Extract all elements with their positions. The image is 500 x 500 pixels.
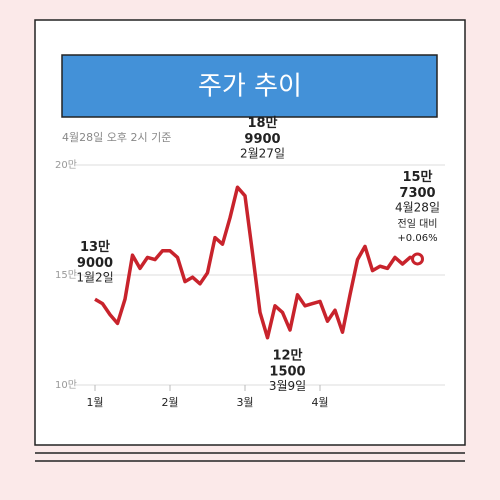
y-tick-label: 20만: [55, 159, 77, 171]
annotation: 전일 대비: [398, 218, 438, 230]
y-tick-label: 10만: [55, 379, 77, 391]
value-label: 15만 7300: [399, 168, 435, 200]
value-label: 13만 9000: [77, 239, 113, 271]
value-label: 12만 1500: [269, 347, 305, 379]
x-tick-label: 1월: [86, 396, 103, 409]
y-tick-label: 15만: [55, 269, 77, 281]
last-point: [411, 252, 424, 266]
point-date: 2월27일: [240, 147, 285, 161]
x-tick-label: 4월: [311, 396, 328, 409]
chart-title: 주가 추이: [198, 72, 302, 102]
annotation: +0.06%: [397, 233, 437, 244]
point-date: 3월9일: [269, 379, 306, 393]
x-tick-label: 3월: [236, 396, 253, 409]
price-line: [94, 185, 418, 340]
title-box: [61, 54, 438, 118]
point-date: 4월28일: [395, 200, 440, 214]
subtitle: 4월28일 오후 2시 기준: [62, 130, 171, 144]
value-label: 18만 9900: [244, 115, 280, 147]
x-tick-label: 2월: [161, 396, 178, 409]
point-date: 1월2일: [76, 271, 113, 285]
